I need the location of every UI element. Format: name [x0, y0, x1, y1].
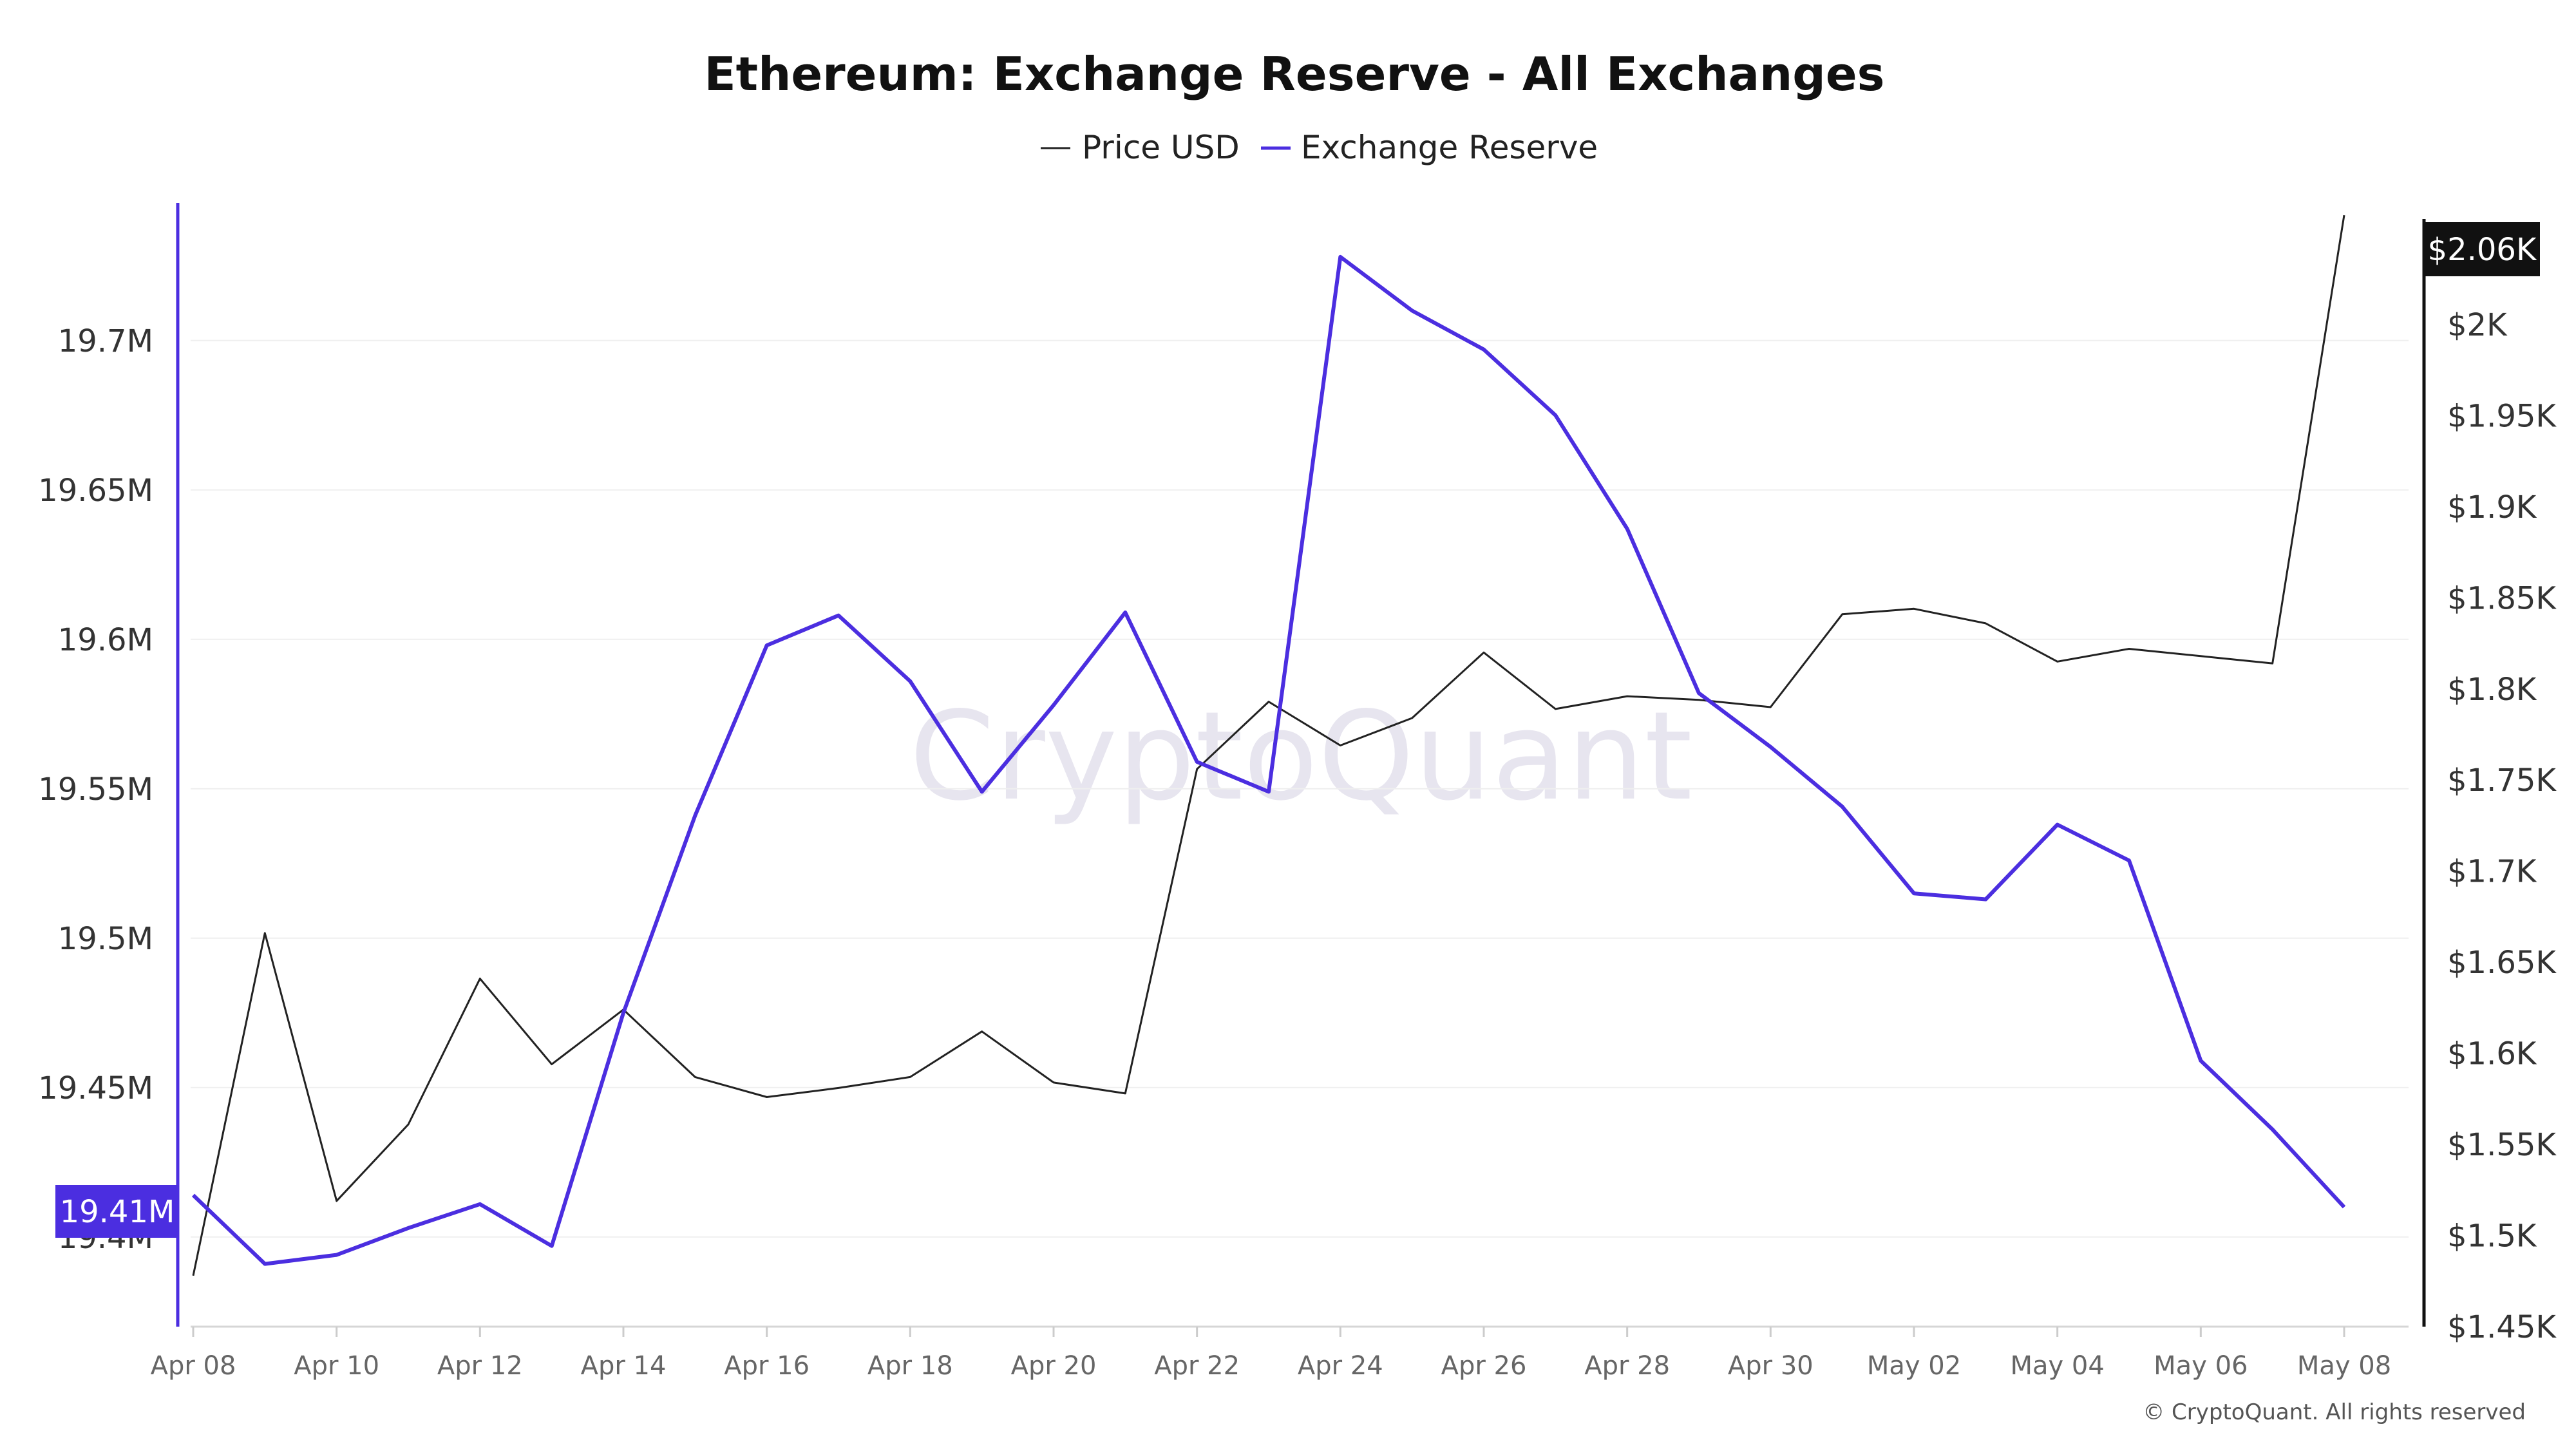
left-tick-label: 19.45M [38, 1070, 153, 1106]
legend-reserve-label[interactable]: Exchange Reserve [1301, 129, 1598, 166]
exchange-reserve-line [191, 254, 2346, 1266]
x-tick-label: Apr 08 [151, 1351, 236, 1381]
right-tick-label: $1.65K [2447, 945, 2557, 981]
x-tick-label: May 06 [2154, 1351, 2248, 1381]
x-tick-label: Apr 22 [1154, 1351, 1240, 1381]
gridlines [191, 339, 2409, 1238]
right-tick-label: $1.55K [2447, 1127, 2557, 1163]
right-tick-label: $1.7K [2447, 854, 2537, 890]
current-reserve-badge: 19.41M [55, 1185, 179, 1238]
right-tick-label: $1.5K [2447, 1218, 2537, 1255]
left-tick-label: 19.55M [38, 772, 153, 808]
chart-title: Ethereum: Exchange Reserve - All Exchang… [704, 47, 1884, 101]
x-tick-label: Apr 12 [437, 1351, 523, 1381]
price-usd-line [192, 214, 2345, 1276]
x-tick-label: May 04 [2011, 1351, 2105, 1381]
x-tick-label: Apr 18 [867, 1351, 953, 1381]
current-price-value: $2.06K [2428, 232, 2537, 268]
x-tick-label: Apr 16 [724, 1351, 810, 1381]
x-tick-label: May 08 [2297, 1351, 2391, 1381]
x-tick-label: Apr 30 [1728, 1351, 1814, 1381]
right-tick-label: $1.85K [2447, 580, 2557, 616]
left-tick-label: 19.5M [58, 921, 153, 957]
x-tick-label: May 02 [1867, 1351, 1961, 1381]
legend[interactable]: Price USD Exchange Reserve [1041, 129, 1598, 166]
current-price-badge: $2.06K [2424, 222, 2540, 276]
right-tick-label: $1.6K [2447, 1036, 2537, 1072]
left-tick-label: 19.65M [38, 473, 153, 509]
right-tick-label: $1.8K [2447, 672, 2537, 708]
x-tick-label: Apr 20 [1011, 1351, 1097, 1381]
right-tick-label: $1.95K [2447, 398, 2557, 434]
right-tick-label: $1.45K [2447, 1309, 2557, 1345]
x-tick-label: Apr 28 [1584, 1351, 1670, 1381]
copyright-notice: © CryptoQuant. All rights reserved [2143, 1399, 2526, 1425]
current-reserve-value: 19.41M [60, 1194, 175, 1230]
x-axis-ticks: Apr 08 Apr 10 Apr 12 Apr 14 Apr 16 Apr 18 Apr … [151, 1327, 2391, 1381]
legend-price-label[interactable]: Price USD [1082, 129, 1240, 166]
watermark: CryptoQuant [909, 685, 1692, 828]
right-axis-ticks: $1.45K $1.5K $1.55K $1.6K $1.65K $1.7K $1.75K $… [2447, 307, 2557, 1345]
right-tick-label: $1.75K [2447, 762, 2557, 799]
x-tick-label: Apr 14 [581, 1351, 667, 1381]
left-tick-label: 19.7M [58, 323, 153, 359]
left-tick-label: 19.6M [58, 622, 153, 658]
x-tick-label: Apr 24 [1298, 1351, 1383, 1381]
right-tick-label: $2K [2447, 307, 2508, 343]
x-tick-label: Apr 26 [1441, 1351, 1527, 1381]
x-tick-label: Apr 10 [294, 1351, 379, 1381]
right-tick-label: $1.9K [2447, 489, 2537, 526]
